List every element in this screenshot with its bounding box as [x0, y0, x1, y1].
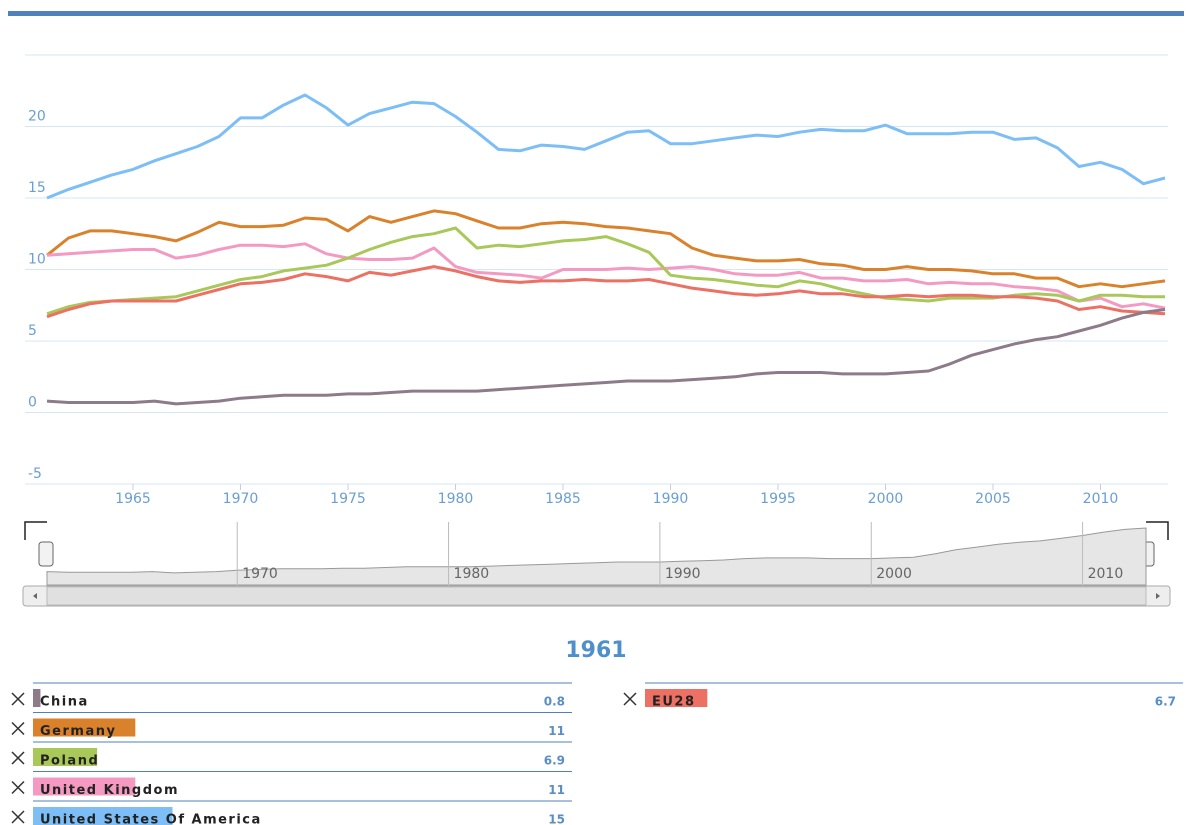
legend-value: 6.7	[1155, 695, 1176, 709]
y-tick-label: 0	[28, 395, 37, 411]
legend-year: 1961	[565, 638, 626, 663]
legend-value: 15	[548, 813, 565, 825]
legend-name[interactable]: United Kingdom	[40, 783, 179, 798]
series-line	[46, 265, 1166, 319]
x-tick-label: 1970	[223, 491, 259, 507]
x-tick-label: 1980	[438, 491, 474, 507]
navigator-frame	[24, 521, 1169, 540]
x-tick-label: 2010	[1083, 491, 1119, 507]
legend-value: 11	[548, 783, 565, 797]
series-line	[46, 308, 1166, 406]
legend-value: 11	[548, 724, 565, 738]
legend-value: 6.9	[544, 754, 565, 768]
legend-value: 0.8	[544, 695, 565, 709]
x-tick-label: 1995	[760, 491, 796, 507]
legend-bar	[33, 777, 136, 796]
navigator-tick-label: 2010	[1088, 566, 1124, 582]
x-tick-label: 1965	[115, 491, 151, 507]
remove-icon[interactable]	[11, 780, 25, 795]
y-tick-label: 20	[28, 109, 46, 125]
remove-icon[interactable]	[11, 751, 25, 765]
legend-name[interactable]: United States Of America	[40, 813, 262, 825]
y-tick-label: 10	[28, 252, 46, 268]
legend-name[interactable]: Germany	[40, 724, 116, 739]
remove-icon[interactable]	[11, 692, 25, 706]
y-tick-label: -5	[28, 466, 42, 482]
legend-bar	[33, 689, 41, 707]
series-line	[46, 226, 1165, 316]
navigator-tick-label: 1990	[665, 566, 701, 582]
x-tick-label: 2000	[868, 491, 904, 507]
legend-bar	[33, 807, 173, 825]
y-tick-label: 5	[28, 323, 37, 339]
remove-icon[interactable]	[623, 692, 637, 706]
legend-name[interactable]: China	[40, 695, 89, 710]
legend-bar	[33, 748, 98, 766]
navigator-handle[interactable]	[38, 541, 54, 567]
series-line	[46, 93, 1166, 200]
x-tick-label: 1990	[653, 491, 689, 507]
remove-icon[interactable]	[11, 810, 25, 824]
remove-icon[interactable]	[11, 721, 25, 736]
scrollbar-thumb[interactable]	[46, 586, 1147, 606]
legend-name[interactable]: Poland	[40, 754, 99, 769]
navigator-tick-label: 1970	[242, 566, 278, 582]
x-tick-label: 2005	[975, 491, 1011, 507]
x-tick-label: 1975	[330, 491, 366, 507]
navigator-tick-label: 2000	[876, 566, 912, 582]
legend-bar	[645, 689, 708, 707]
y-tick-label: 15	[28, 180, 46, 196]
series-line	[46, 209, 1166, 289]
top-bar	[8, 11, 1184, 16]
navigator	[22, 521, 1171, 607]
series-line	[46, 242, 1166, 310]
navigator-tick-label: 1980	[454, 566, 490, 582]
x-tick-label: 1985	[545, 491, 581, 507]
legend-bar	[33, 718, 136, 737]
legend-name[interactable]: EU28	[652, 695, 696, 710]
